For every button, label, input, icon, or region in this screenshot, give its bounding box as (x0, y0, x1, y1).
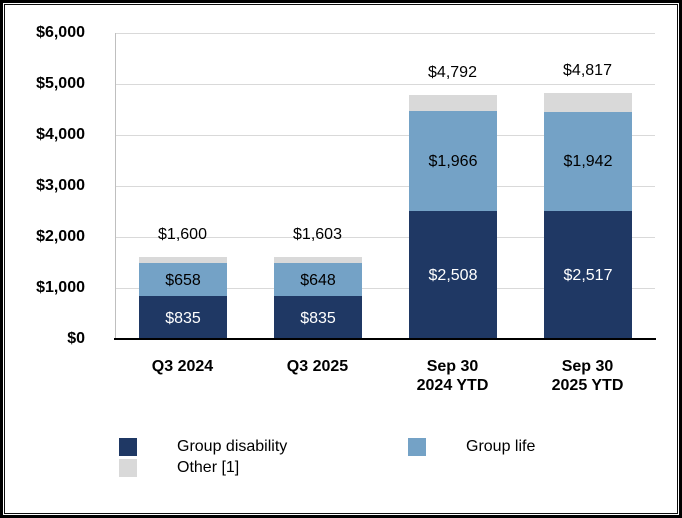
bar-value-label-group-life: $1,942 (563, 153, 613, 170)
bar-value-label-group-disability: $835 (300, 310, 336, 327)
bar-segment-other-1 (139, 257, 227, 263)
y-tick-label: $1,000 (36, 279, 85, 296)
bar-value-label-group-life: $1,966 (428, 153, 478, 170)
legend-item-group-disability: Group disability (119, 438, 287, 456)
y-tick-label: $6,000 (36, 24, 85, 41)
bar-segment-group-life (409, 110, 497, 212)
group-life-swatch (408, 438, 426, 456)
x-axis-label: Sep 30 2025 YTD (551, 358, 624, 394)
bar-segment-group-disability (139, 296, 227, 339)
bar-value-label-group-life: $648 (300, 272, 336, 289)
bar-value-label-group-disability: $2,517 (563, 267, 613, 284)
x-axis-line (114, 338, 656, 340)
x-axis-label: Q3 2024 (151, 358, 214, 375)
y-tick-label: $3,000 (36, 177, 85, 194)
bar-total-label: $4,792 (428, 64, 477, 81)
bar-segment-other-1 (274, 257, 362, 264)
bar-segment-other-1 (409, 94, 497, 111)
legend-label: Other [1] (177, 459, 240, 476)
bar-total-label: $1,600 (158, 226, 207, 243)
gridline (115, 237, 655, 238)
gridline (115, 135, 655, 136)
y-tick-label: $4,000 (36, 126, 85, 143)
legend-item-other: Other [1] (119, 459, 239, 477)
legend-label: Group disability (177, 438, 288, 455)
bar-segment-group-disability (544, 210, 632, 339)
group-disability-swatch (119, 438, 137, 456)
y-axis-line (115, 33, 116, 339)
gridline (115, 186, 655, 187)
x-axis-label: Q3 2025 (286, 358, 349, 375)
bar-segment-group-life (274, 263, 362, 297)
legend-item-group-life: Group life (408, 438, 535, 456)
legend-label: Group life (466, 438, 536, 455)
gridline (115, 33, 655, 34)
bar-value-label-group-life: $658 (165, 272, 201, 289)
bar-segment-group-disability (409, 211, 497, 339)
other-swatch (119, 459, 137, 477)
y-tick-label: $2,000 (36, 228, 85, 245)
y-tick-label: $5,000 (36, 75, 85, 92)
y-tick-label: $0 (67, 330, 85, 347)
gridline (115, 84, 655, 85)
gridline (115, 288, 655, 289)
bar-value-label-group-disability: $2,508 (428, 267, 478, 284)
bar-segment-group-disability (274, 296, 362, 339)
bar-total-label: $1,603 (293, 226, 342, 243)
bar-total-label: $4,817 (563, 62, 612, 79)
bar-value-label-group-disability: $835 (165, 310, 201, 327)
bar-segment-group-life (139, 262, 227, 297)
bar-segment-other-1 (544, 93, 632, 112)
x-axis-label: Sep 30 2024 YTD (416, 358, 489, 394)
bar-segment-group-life (544, 111, 632, 211)
